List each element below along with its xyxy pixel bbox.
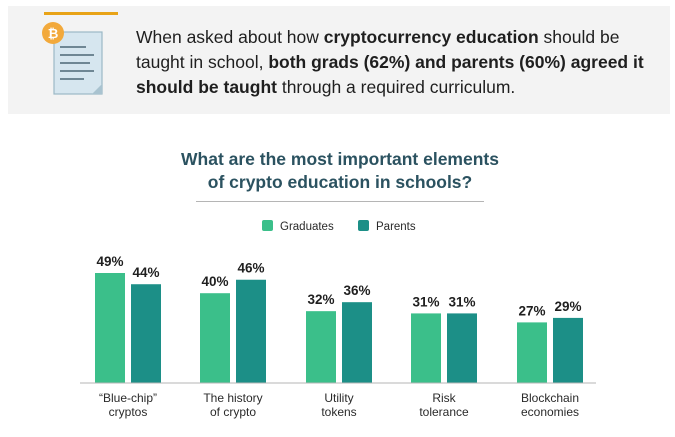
banner-text: When asked about how cryptocurrency educ… bbox=[136, 25, 656, 100]
category-label: of crypto bbox=[210, 405, 256, 419]
category-label: Utility bbox=[324, 391, 353, 405]
banner-text-part: through a required curriculum. bbox=[276, 77, 516, 97]
data-label: 44% bbox=[132, 265, 159, 280]
bar bbox=[447, 313, 477, 383]
data-label: 29% bbox=[554, 299, 581, 314]
bitcoin-document-icon: ₿ bbox=[42, 22, 103, 95]
banner-accent-bar bbox=[44, 12, 118, 15]
bar bbox=[306, 311, 336, 383]
bar bbox=[411, 313, 441, 383]
summary-banner bbox=[8, 6, 670, 114]
bar bbox=[95, 273, 125, 383]
legend-swatch bbox=[358, 220, 369, 231]
category-label: Risk bbox=[432, 391, 456, 405]
bar bbox=[342, 302, 372, 383]
data-label: 27% bbox=[518, 303, 545, 318]
bar bbox=[236, 279, 266, 383]
data-label: 40% bbox=[201, 274, 228, 289]
legend-label: Parents bbox=[376, 221, 416, 233]
title-divider bbox=[196, 201, 484, 202]
banner-text-part: should be taught in school, bbox=[136, 27, 620, 72]
data-label: 49% bbox=[96, 254, 123, 269]
category-label: cryptos bbox=[109, 405, 148, 419]
legend-label: Graduates bbox=[280, 221, 334, 233]
category-label: “Blue-chip” bbox=[99, 391, 157, 405]
banner-bold-part: both grads (62%) and parents (60%) agree… bbox=[136, 52, 644, 97]
svg-text:₿: ₿ bbox=[48, 26, 59, 41]
category-label: economies bbox=[521, 405, 579, 419]
bar bbox=[517, 322, 547, 383]
category-label: tolerance bbox=[419, 405, 469, 419]
banner-text-part: When asked about how bbox=[136, 27, 324, 47]
data-label: 31% bbox=[412, 294, 439, 309]
banner-bold-part: cryptocurrency education bbox=[323, 27, 539, 47]
data-label: 32% bbox=[307, 292, 334, 307]
chart-title: What are the most important elements of … bbox=[140, 148, 540, 194]
chart-title-line: of crypto education in schools? bbox=[207, 172, 473, 192]
data-label: 31% bbox=[448, 294, 475, 309]
category-label: tokens bbox=[321, 405, 356, 419]
bar bbox=[200, 293, 230, 383]
data-label: 46% bbox=[237, 261, 264, 276]
legend-swatch bbox=[262, 220, 273, 231]
category-label: Blockchain bbox=[521, 391, 579, 405]
data-label: 36% bbox=[343, 283, 370, 298]
bar bbox=[553, 317, 583, 383]
category-label: The history bbox=[203, 391, 262, 405]
chart-title-line: What are the most important elements bbox=[181, 149, 499, 169]
bar bbox=[131, 284, 161, 383]
